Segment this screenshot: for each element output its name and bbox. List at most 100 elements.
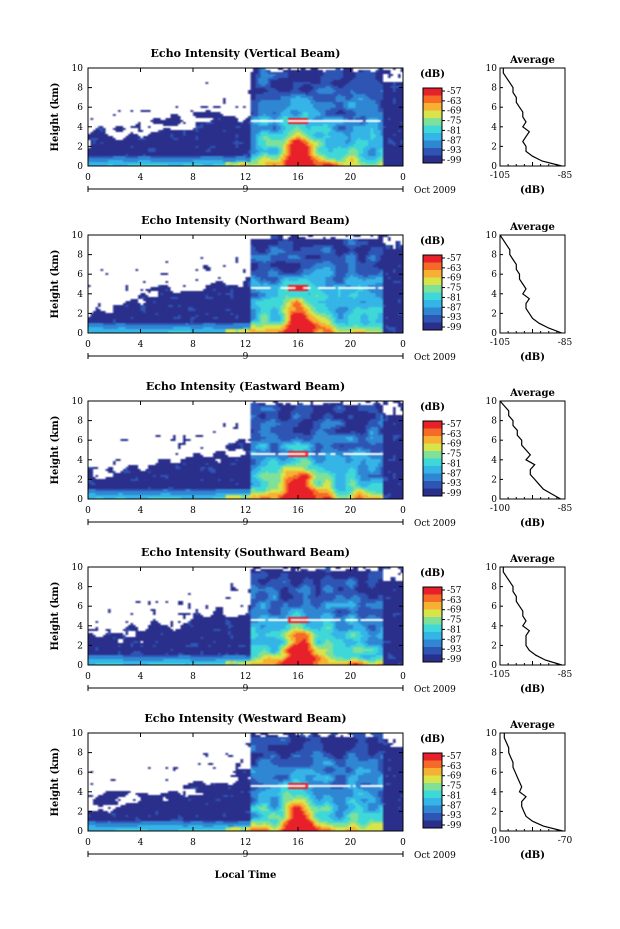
average-y-tick-label: 8	[491, 583, 497, 593]
average-x-tick-label: -85	[558, 504, 573, 514]
y-tick-label: 6	[77, 602, 83, 612]
average-x-label: (dB)	[520, 518, 545, 529]
x-tick-label: 0	[400, 506, 406, 516]
y-tick-label: 8	[77, 749, 83, 759]
average-title: Average	[509, 55, 555, 66]
colorbar-segment	[423, 285, 442, 293]
colorbar-unit: (dB)	[420, 402, 445, 413]
y-tick-label: 2	[77, 807, 83, 817]
x-tick-label: 12	[240, 340, 251, 350]
y-tick-label: 8	[77, 583, 83, 593]
average-y-tick-label: 0	[491, 329, 497, 339]
average-y-tick-label: 2	[491, 309, 497, 319]
colorbar-segment	[423, 95, 442, 104]
colorbar-segment	[423, 783, 442, 791]
colorbar-tick-label: -93	[447, 645, 462, 655]
colorbar-tick-label: -69	[447, 772, 462, 782]
colorbar-segment	[423, 488, 442, 497]
colorbar-segment	[423, 133, 442, 141]
colorbar-segment	[423, 118, 442, 126]
x-tick-label: 8	[190, 672, 196, 682]
echo-intensity-heatmap	[88, 235, 403, 333]
x-tick-label: 12	[240, 672, 251, 682]
x-tick-label: 16	[292, 672, 304, 682]
colorbar-segment	[423, 443, 442, 452]
colorbar-tick-label: -69	[447, 274, 462, 284]
panel-1: Echo Intensity (Vertical Beam) Height (km…	[50, 47, 573, 196]
y-tick-label: 8	[77, 84, 83, 94]
colorbar-tick-label: -75	[447, 782, 462, 792]
colorbar-segment	[423, 768, 442, 776]
x-tick-label: 16	[292, 173, 304, 183]
colorbar-segment	[423, 587, 442, 595]
average-profile-line	[502, 68, 562, 167]
y-tick-label: 4	[77, 622, 83, 632]
average-x-tick-label: -100	[490, 504, 510, 514]
colorbar-segment	[423, 820, 442, 829]
colorbar-segment	[423, 458, 442, 467]
average-y-tick-label: 8	[491, 84, 497, 94]
average-y-tick-label: 2	[491, 475, 497, 485]
colorbar-segment	[423, 451, 442, 459]
average-title: Average	[509, 720, 555, 731]
average-x-label: (dB)	[520, 684, 545, 695]
average-frame	[499, 400, 566, 500]
colorbar-tick-label: -63	[447, 430, 462, 440]
y-axis-label: Height (km)	[50, 416, 61, 485]
colorbar-segment	[423, 436, 442, 444]
date-label: Oct 2009	[414, 851, 456, 861]
panel-4: Echo Intensity (Southward Beam) Height (k…	[50, 546, 573, 695]
colorbar-tick-label: -57	[447, 254, 462, 264]
average-y-tick-label: 4	[491, 788, 497, 798]
average-y-tick-label: 10	[486, 397, 498, 407]
colorbar-segment	[423, 624, 442, 633]
y-tick-label: 10	[72, 231, 84, 241]
colorbar-segment	[423, 125, 442, 134]
x-tick-label: 8	[190, 173, 196, 183]
y-axis-label: Height (km)	[50, 83, 61, 152]
average-x-tick-label: -70	[558, 836, 573, 846]
colorbar-tick-label: -87	[447, 136, 462, 146]
average-y-tick-label: 6	[491, 768, 497, 778]
colorbar-tick-label: -63	[447, 762, 462, 772]
y-tick-label: 2	[77, 309, 83, 319]
colorbar-segment	[423, 148, 442, 156]
x-tick-label: 0	[85, 506, 91, 516]
colorbar-tick-label: -63	[447, 596, 462, 606]
x-tick-label: 8	[190, 340, 196, 350]
colorbar-segment	[423, 155, 442, 164]
colorbar-segment	[423, 632, 442, 640]
y-tick-label: 8	[77, 417, 83, 427]
average-y-tick-label: 8	[491, 749, 497, 759]
colorbar-segment	[423, 421, 442, 429]
colorbar-segment	[423, 428, 442, 437]
y-tick-label: 2	[77, 475, 83, 485]
panel-3: Echo Intensity (Eastward Beam) Height (km…	[50, 380, 573, 529]
colorbar-tick-label: -87	[447, 469, 462, 479]
y-tick-label: 0	[77, 495, 83, 505]
y-tick-label: 10	[72, 729, 84, 739]
colorbar-segment	[423, 110, 442, 119]
colorbar-segment	[423, 639, 442, 648]
colorbar-segment	[423, 609, 442, 618]
x-tick-label: 0	[85, 838, 91, 848]
colorbar-tick-label: -63	[447, 264, 462, 274]
colorbar-tick-label: -81	[447, 459, 462, 469]
day-marker: 9	[243, 185, 249, 195]
average-y-tick-label: 0	[491, 661, 497, 671]
colorbar-segment	[423, 481, 442, 489]
average-x-label: (dB)	[520, 185, 545, 196]
y-tick-label: 2	[77, 641, 83, 651]
colorbar-segment	[423, 466, 442, 474]
average-y-tick-label: 8	[491, 251, 497, 261]
y-tick-label: 10	[72, 563, 84, 573]
colorbar-tick-label: -87	[447, 303, 462, 313]
colorbar-tick-label: -93	[447, 313, 462, 323]
colorbar-segment	[423, 270, 442, 278]
x-tick-label: 4	[138, 838, 144, 848]
x-tick-label: 0	[400, 838, 406, 848]
echo-intensity-heatmap	[88, 567, 403, 665]
x-tick-label: 16	[292, 506, 304, 516]
colorbar-tick-label: -57	[447, 752, 462, 762]
average-profile-line	[503, 733, 563, 832]
